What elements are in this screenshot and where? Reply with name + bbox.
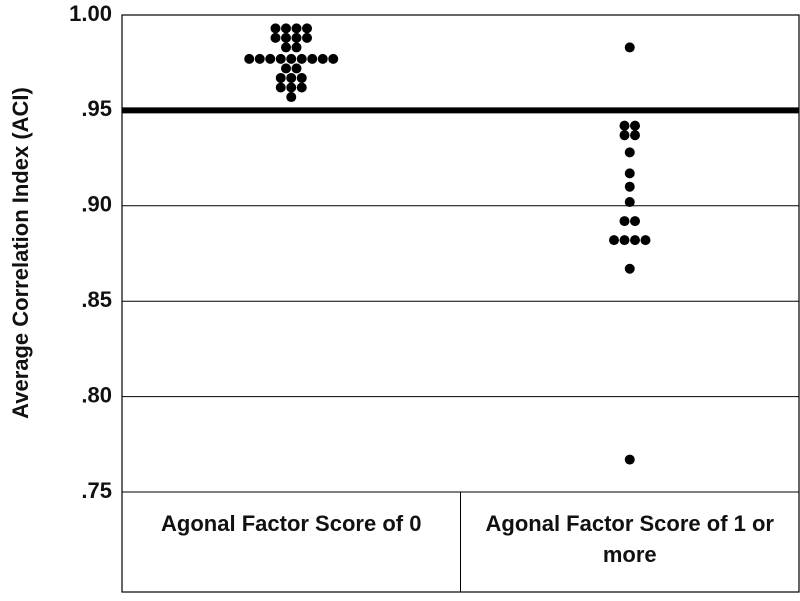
data-dot (619, 216, 630, 227)
data-dot (619, 235, 630, 246)
data-dot (619, 120, 630, 131)
data-dot (624, 454, 635, 465)
data-dot (609, 235, 619, 246)
data-dot (624, 168, 635, 179)
data-dot (630, 216, 640, 227)
data-dot (296, 53, 307, 64)
data-dot (630, 235, 640, 246)
data-dot (265, 53, 276, 64)
data-dot (286, 82, 297, 93)
data-dot (302, 23, 312, 34)
y-tick-label: .95 (81, 96, 112, 121)
data-dot (281, 42, 291, 53)
data-dot (624, 147, 635, 158)
data-dot (624, 196, 635, 207)
data-dot (624, 42, 635, 53)
y-tick-label: .90 (81, 192, 112, 217)
data-dot (296, 82, 307, 93)
y-tick-label: 1.00 (69, 1, 112, 26)
data-dot (275, 53, 286, 64)
data-dot (624, 181, 635, 192)
y-axis-label: Average Correlation Index (ACI) (8, 87, 33, 419)
y-tick-label: .85 (81, 287, 112, 312)
data-dot (630, 120, 640, 131)
data-dot (619, 130, 630, 141)
data-dot (244, 53, 255, 64)
y-tick-label: .80 (81, 382, 112, 407)
data-dot (270, 32, 281, 43)
data-dot (307, 53, 318, 64)
data-dot (317, 53, 328, 64)
data-dot (291, 63, 302, 74)
data-dot (630, 130, 640, 141)
y-tick-label: .75 (81, 478, 112, 503)
data-dot (624, 263, 635, 274)
data-dot (296, 72, 307, 83)
data-dot (302, 32, 312, 43)
data-dot (291, 42, 302, 53)
x-category-label: Agonal Factor Score of 0 (161, 511, 422, 536)
data-dot (640, 235, 651, 246)
data-dot (291, 32, 302, 43)
data-dot (270, 23, 281, 34)
x-category-label: Agonal Factor Score of 1 or more (485, 511, 775, 567)
data-dot (281, 23, 291, 34)
data-dot (281, 32, 291, 43)
data-dot (291, 23, 302, 34)
data-dot (275, 82, 286, 93)
data-dot (328, 53, 339, 64)
data-dot (254, 53, 265, 64)
data-dot (281, 63, 291, 74)
data-dot (286, 92, 297, 103)
data-dot (286, 53, 297, 64)
data-dot (286, 72, 297, 83)
data-dot (275, 72, 286, 83)
